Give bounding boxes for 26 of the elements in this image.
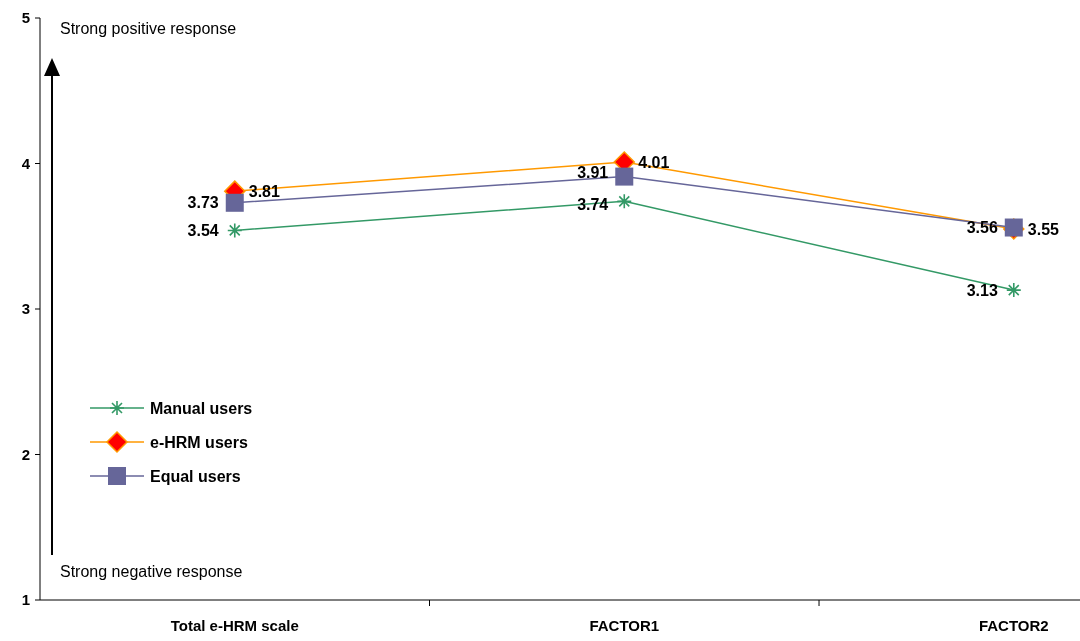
data-label: 3.54: [187, 222, 219, 240]
annotation: Strong negative response: [60, 563, 243, 580]
annotation: Strong positive response: [60, 20, 237, 37]
legend-label: Equal users: [150, 467, 241, 485]
y-tick-label: 5: [21, 9, 30, 27]
legend-label: e-HRM users: [150, 433, 248, 451]
data-label: 3.55: [1027, 220, 1060, 238]
x-tick-label: FACTOR2: [978, 617, 1049, 634]
point: [615, 167, 634, 186]
point: [226, 222, 243, 239]
data-label: 3.73: [187, 194, 219, 212]
point: [225, 193, 244, 212]
point: [1005, 282, 1022, 298]
x-tick-label: FACTOR1: [589, 617, 660, 634]
data-label: 4.01: [638, 153, 670, 171]
point: [616, 193, 633, 210]
data-label: 3.13: [966, 281, 998, 299]
x-tick-label: Total e-HRM scale: [170, 617, 299, 634]
y-tick-label: 1: [21, 591, 30, 609]
y-tick-label: 3: [21, 300, 30, 318]
point: [1004, 218, 1023, 237]
legend-label: Manual users: [150, 399, 253, 417]
data-label: 3.91: [577, 164, 609, 182]
data-label: 3.56: [966, 219, 998, 237]
y-tick-label: 2: [21, 445, 30, 463]
y-tick-label: 4: [21, 154, 31, 172]
